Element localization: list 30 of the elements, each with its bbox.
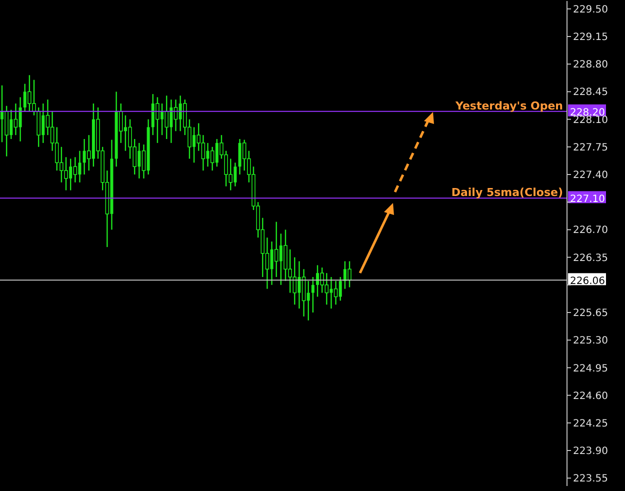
candlestick <box>164 95 169 140</box>
y-tick-label: 225.30 <box>573 336 608 347</box>
ref-line-label: Yesterday's Open <box>454 99 563 112</box>
candlestick <box>14 102 18 136</box>
y-tick-label: 223.55 <box>573 474 608 485</box>
y-tick-label: 226.70 <box>573 225 608 236</box>
ref-line-label: Daily 5sma(Close) <box>451 186 563 200</box>
y-tick-label: 224.25 <box>573 418 608 430</box>
y-tick-label: 228.45 <box>573 87 608 98</box>
candlestick <box>334 280 338 306</box>
candlestick <box>311 276 314 314</box>
y-tick-label: 227.40 <box>573 170 608 182</box>
candlestick <box>274 221 278 278</box>
y-tick-label: 229.50 <box>573 4 608 16</box>
y-tick-label: 223.90 <box>573 446 608 458</box>
candlestick <box>348 260 352 288</box>
y-tick-label: 224.95 <box>573 363 608 374</box>
y-tick-label: 226.35 <box>573 252 608 264</box>
y-tick-label: 228.80 <box>573 60 608 71</box>
annotation: 227.10 <box>570 194 605 206</box>
y-tick-label: 229.15 <box>573 32 608 44</box>
candlestick <box>73 156 78 183</box>
candlestick <box>156 96 160 144</box>
candlestick <box>4 105 8 157</box>
y-tick-label: 227.75 <box>573 142 608 154</box>
y-tick-label: 225.65 <box>573 308 608 320</box>
y-tick-label: 224.60 <box>573 390 608 402</box>
candlestick <box>36 106 40 148</box>
candlestick <box>210 146 214 172</box>
annotation: 226.06 <box>570 276 605 288</box>
